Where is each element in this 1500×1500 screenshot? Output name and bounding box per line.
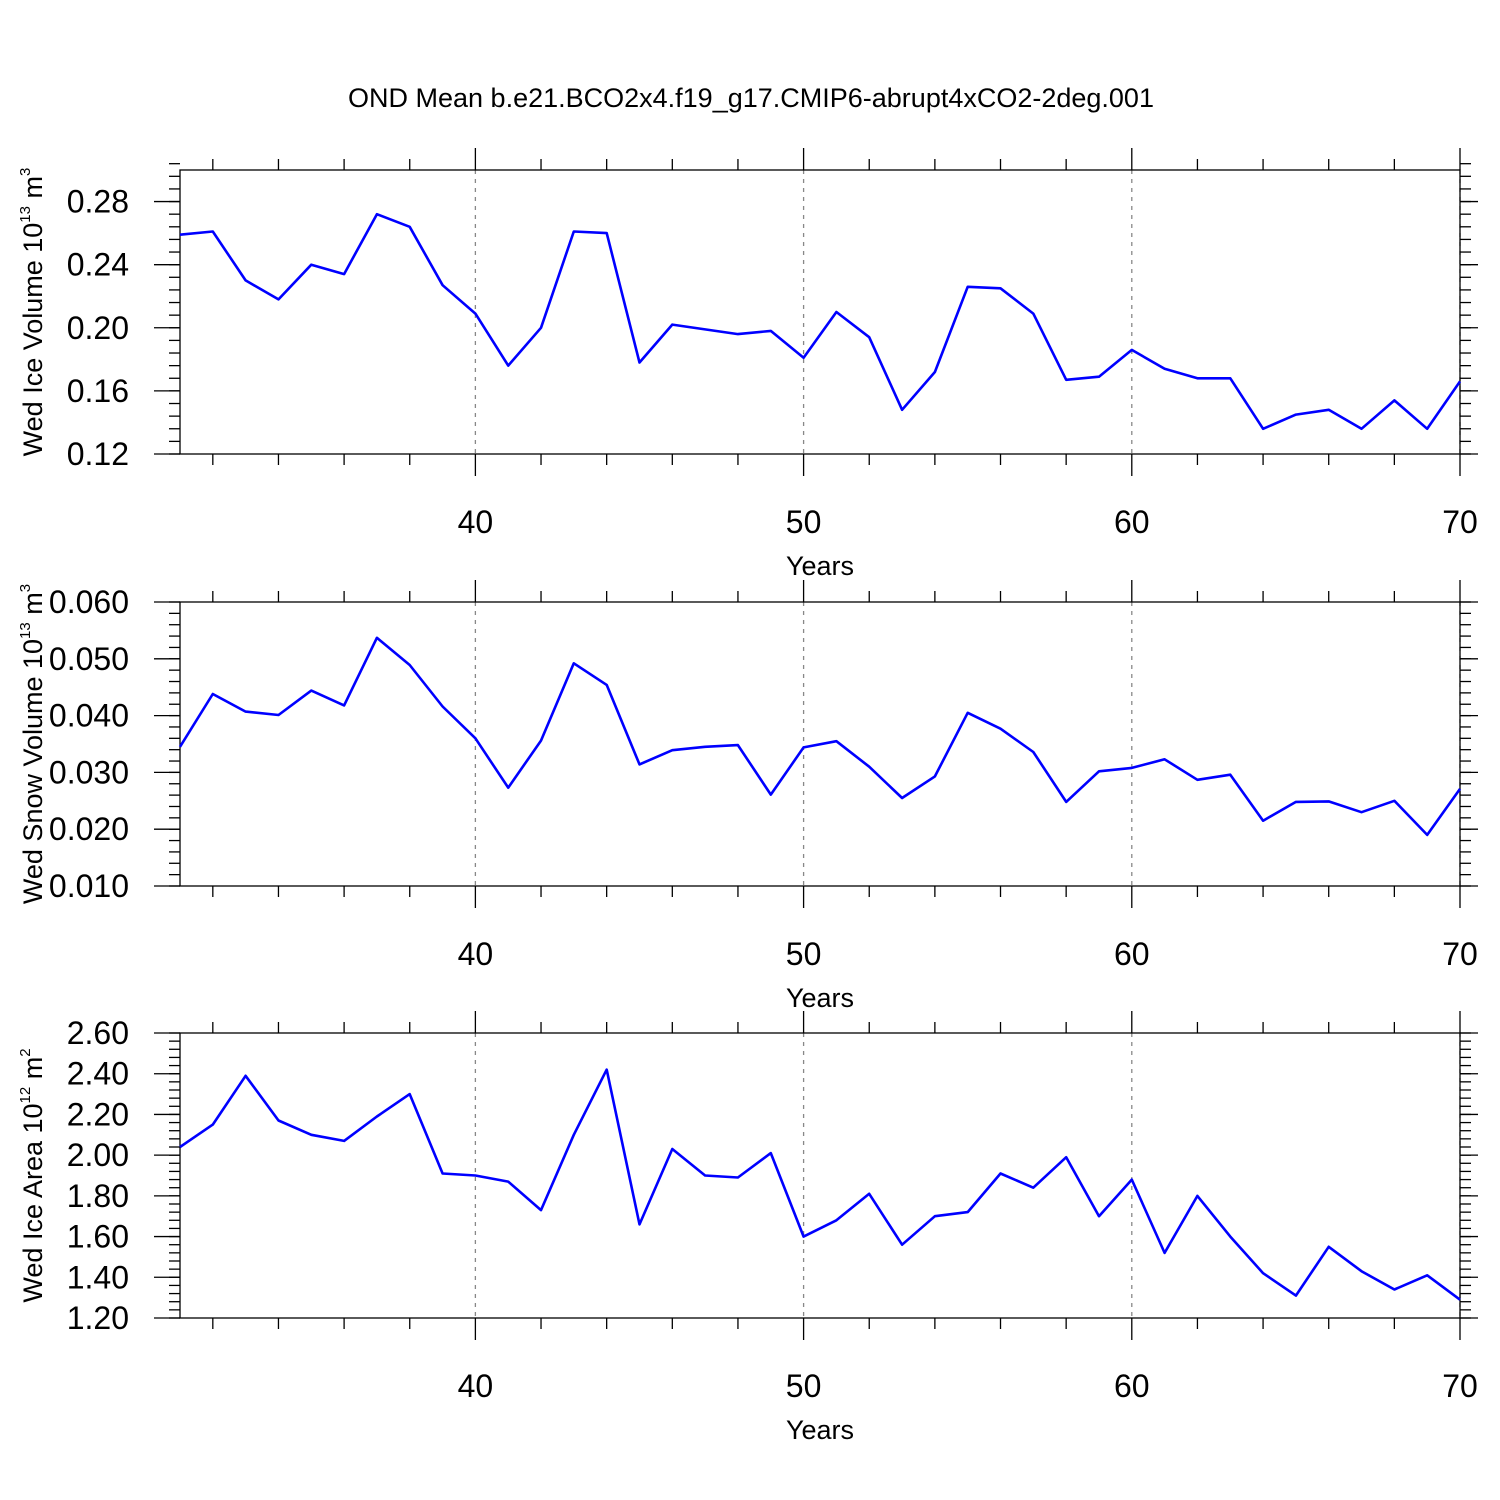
x-tick-label: 50 — [786, 936, 822, 972]
x-tick-label: 60 — [1114, 936, 1150, 972]
y-axis-label-exp: 13 — [17, 622, 34, 639]
chart-panels: 40 50 60 70 Years 0.12 0.16 0.20 0.24 0.28 Wed Ice… — [17, 148, 1478, 1445]
y-axis-label-text: Wed Ice Volume 10 — [18, 223, 48, 457]
x-tick-label: 60 — [1114, 504, 1150, 540]
x-tick-label: 70 — [1442, 504, 1478, 540]
y-tick-label: 2.40 — [67, 1056, 129, 1092]
plot-frame — [179, 169, 1461, 455]
y-axis-label-unit: m — [18, 592, 48, 622]
x-tick-label: 50 — [786, 1368, 822, 1404]
plot-frame — [179, 1032, 1461, 1319]
chart-panel-1: 40 50 60 70 Years 0.12 0.16 0.20 0.24 0.28 Wed Ice… — [17, 148, 1478, 581]
x-tick-label: 40 — [458, 936, 494, 972]
y-axis-label-text: Wed Snow Volume 10 — [18, 639, 48, 904]
series-line — [178, 636, 1462, 837]
x-axis-label: Years — [786, 551, 854, 581]
y-tick-label: 2.20 — [67, 1096, 129, 1132]
y-axis-label: Wed Snow Volume 1013 m3 — [17, 584, 48, 904]
chart-panel-3: 40 50 60 70 Years 1.20 1.40 1.60 1.80 2.00 2.20 2.4… — [17, 1011, 1478, 1445]
y-tick-label: 2.00 — [67, 1137, 129, 1173]
x-tick-label: 60 — [1114, 1368, 1150, 1404]
y-axis-label-unit-exp: 3 — [17, 168, 34, 176]
y-tick-label: 2.60 — [67, 1015, 129, 1051]
y-tick-label: 0.28 — [67, 184, 129, 220]
series-line — [179, 212, 1462, 431]
y-tick-label: 0.020 — [49, 811, 129, 847]
y-axis-label: Wed Ice Area 1012 m2 — [17, 1048, 48, 1302]
x-tick-label: 40 — [458, 504, 494, 540]
y-axis-label-text: Wed Ice Area 10 — [18, 1103, 48, 1302]
x-tick-label: 70 — [1442, 936, 1478, 972]
y-tick-label: 0.010 — [49, 868, 129, 904]
y-tick-label: 1.40 — [67, 1259, 129, 1295]
y-axis-label-exp: 12 — [17, 1087, 34, 1104]
y-tick-label: 0.030 — [49, 754, 129, 790]
x-tick-label: 70 — [1442, 1368, 1478, 1404]
x-axis-label: Years — [786, 983, 854, 1013]
figure-title: OND Mean b.e21.BCO2x4.f19_g17.CMIP6-abru… — [348, 83, 1154, 113]
plot-frame — [179, 601, 1461, 887]
y-tick-label: 0.20 — [67, 310, 129, 346]
y-axis-label-unit: m — [18, 1057, 48, 1087]
x-tick-label: 50 — [786, 504, 822, 540]
y-axis-label-exp: 13 — [17, 206, 34, 223]
series-line — [179, 1068, 1461, 1301]
y-tick-label: 0.050 — [49, 641, 129, 677]
x-tick-label: 40 — [458, 1368, 494, 1404]
y-tick-label: 0.16 — [67, 373, 129, 409]
y-tick-label: 1.80 — [67, 1178, 129, 1214]
y-axis-label-unit-exp: 2 — [17, 1048, 34, 1056]
y-axis-label-unit-exp: 3 — [17, 584, 34, 592]
y-tick-label: 0.060 — [49, 584, 129, 620]
y-axis-label: Wed Ice Volume 1013 m3 — [17, 168, 48, 457]
chart-panel-2: 40 50 60 70 Years 0.010 0.020 0.030 0.040 0.050 0.… — [17, 580, 1478, 1013]
x-axis-label: Years — [786, 1415, 854, 1445]
y-tick-label: 0.040 — [49, 698, 129, 734]
y-tick-label: 1.60 — [67, 1219, 129, 1255]
y-tick-label: 1.20 — [67, 1300, 129, 1336]
y-tick-label: 0.12 — [67, 436, 129, 472]
y-axis-label-unit: m — [18, 176, 48, 206]
y-tick-label: 0.24 — [67, 247, 129, 283]
